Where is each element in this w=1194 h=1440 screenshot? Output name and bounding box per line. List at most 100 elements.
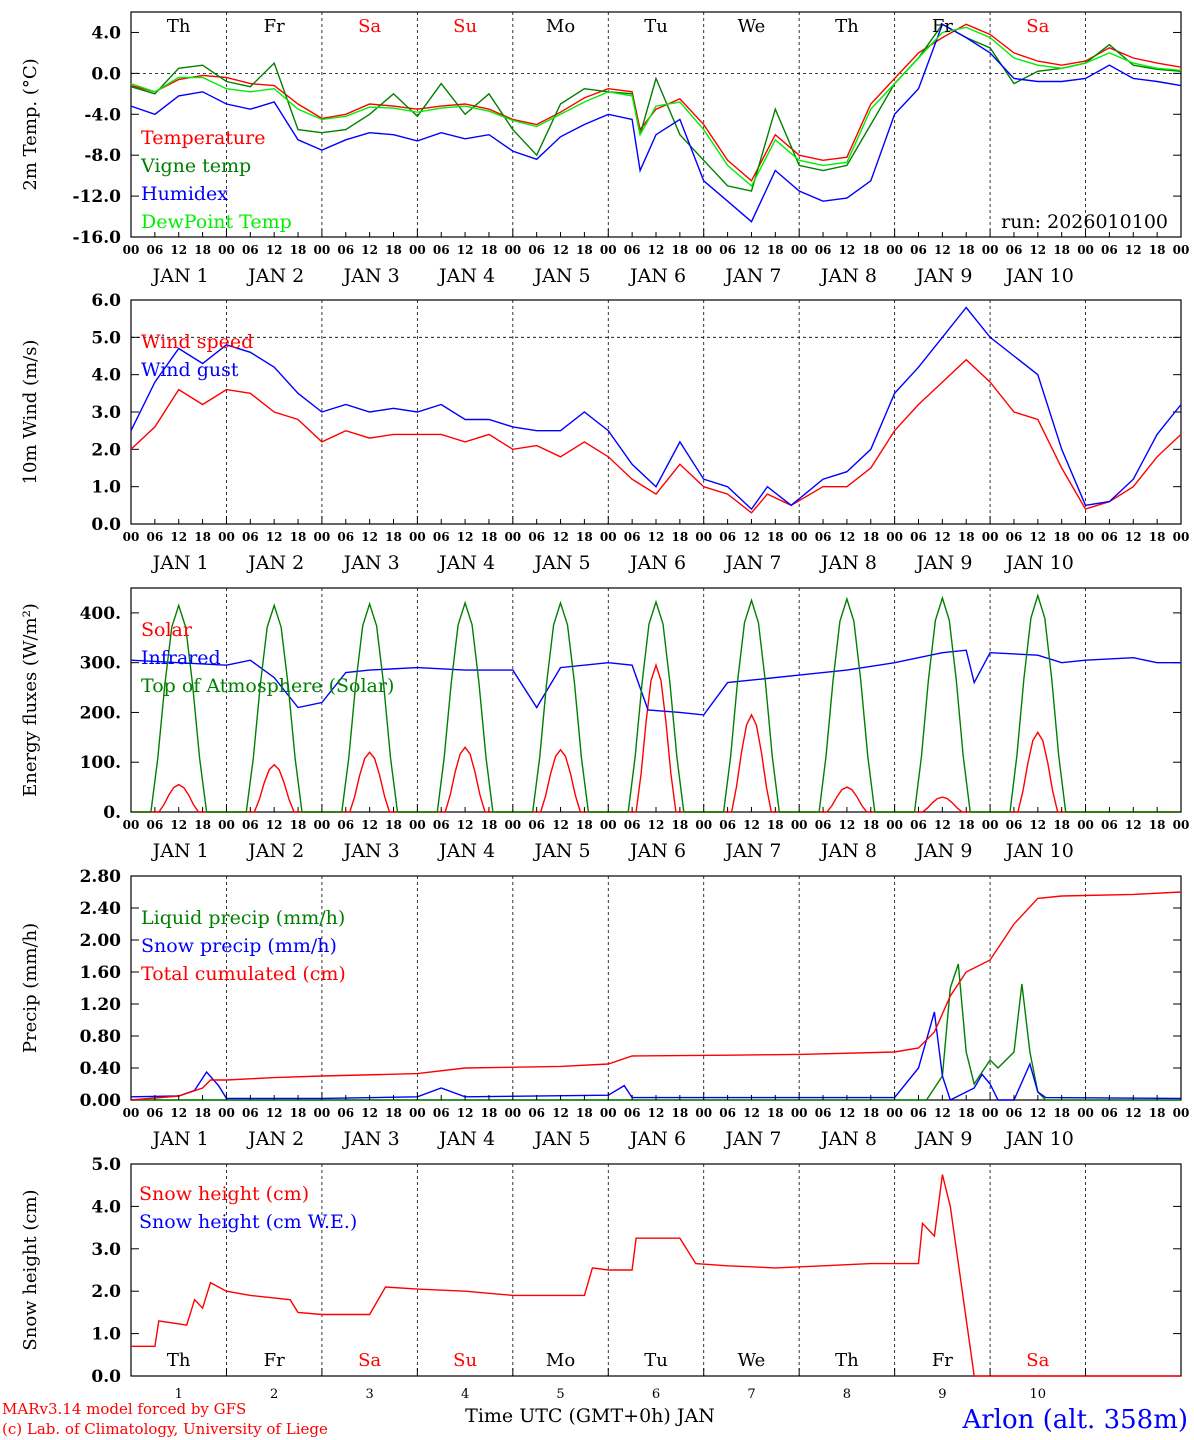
hour-tick-label: 12 [266,530,283,544]
y-tick-label: 1.0 [91,1325,121,1345]
date-label: JAN 4 [437,840,495,862]
hour-tick-label: 18 [1053,1106,1070,1120]
day-name-label: Mo [546,1350,575,1371]
date-label: JAN 1 [151,552,209,574]
date-label: JAN 3 [342,840,400,862]
y-tick-label: -12.0 [73,187,122,207]
hour-tick-label: 00 [791,530,808,544]
legend-entry: Liquid precip (mm/h) [141,907,345,929]
hour-tick-label: 00 [314,243,331,257]
hour-tick-label: 12 [266,243,283,257]
hour-tick-label: 00 [504,818,521,832]
hour-tick-label: 18 [576,818,593,832]
hour-tick-label: 06 [1101,818,1118,832]
hour-tick-label: 06 [719,530,736,544]
day-name-label: Fr [264,1350,285,1371]
bottom-day-number: 9 [938,1387,946,1402]
hour-tick-label: 06 [1101,1106,1118,1120]
y-tick-label: 400. [80,604,121,624]
y-tick-label: 0. [103,803,121,823]
day-name-label: Sa [358,16,381,37]
hour-tick-label: 18 [576,243,593,257]
hour-tick-label: 00 [600,818,617,832]
y-tick-label: 5.0 [91,328,121,348]
hour-tick-label: 06 [910,243,927,257]
hour-tick-label: 00 [695,243,712,257]
date-label: JAN 8 [819,265,877,287]
y-tick-label: 3.0 [91,403,121,423]
hour-tick-label: 06 [624,1106,641,1120]
hour-tick-label: 06 [433,530,450,544]
bottom-day-number: 10 [1030,1387,1047,1402]
hour-tick-label: 12 [457,243,474,257]
hour-tick-label: 12 [361,243,378,257]
hour-tick-label: 06 [1006,1106,1023,1120]
date-label: JAN 5 [532,840,590,862]
date-label: JAN 10 [1004,1128,1074,1150]
hour-tick-label: 18 [290,243,307,257]
series-line-vigne-temp [130,23,1182,192]
hour-tick-label: 06 [1006,243,1023,257]
hour-tick-label: 00 [314,1106,331,1120]
legend-entry: Total cumulated (cm) [141,963,346,985]
hour-tick-label: 12 [648,818,665,832]
y-tick-label: 300. [80,654,121,674]
hour-tick-label: 12 [1029,818,1046,832]
hour-tick-label: 12 [457,818,474,832]
hour-tick-label: 00 [1173,243,1190,257]
hour-tick-label: 00 [314,818,331,832]
hour-tick-label: 18 [290,818,307,832]
model-credit: MARv3.14 model forced by GFS [2,1400,246,1418]
hour-tick-label: 00 [218,243,235,257]
hour-tick-label: 12 [648,1106,665,1120]
hour-tick-label: 18 [481,1106,498,1120]
y-tick-label: 5.0 [91,1155,121,1175]
y-tick-label: 4.0 [91,1197,121,1217]
legend-entry: Wind gust [141,359,239,381]
hour-tick-label: 06 [910,530,927,544]
hour-tick-label: 00 [409,818,426,832]
date-label: JAN 5 [532,1128,590,1150]
day-name-label: Th [835,1350,859,1371]
hour-tick-label: 00 [886,530,903,544]
y-tick-label: 0.0 [91,1367,121,1387]
hour-tick-label: 12 [839,530,856,544]
y-tick-label: 2.0 [91,1282,121,1302]
date-label: JAN 2 [246,552,304,574]
hour-tick-label: 06 [528,243,545,257]
hour-tick-label: 06 [719,818,736,832]
series-line-wind-speed [130,358,1182,514]
date-label: JAN 3 [342,552,400,574]
hour-tick-label: 00 [504,243,521,257]
hour-tick-label: 00 [600,243,617,257]
hour-tick-label: 12 [1029,530,1046,544]
hour-tick-label: 18 [862,530,879,544]
hour-tick-label: 12 [552,818,569,832]
hour-tick-label: 18 [672,530,689,544]
date-label: JAN 9 [914,840,972,862]
hour-tick-label: 06 [147,1106,164,1120]
day-name-label: Su [453,16,477,37]
hour-tick-label: 00 [982,243,999,257]
hour-tick-label: 00 [123,818,140,832]
hour-tick-label: 06 [815,818,832,832]
hour-tick-label: 00 [218,1106,235,1120]
copyright-credit: (c) Lab. of Climatology, University of L… [2,1420,328,1438]
hour-tick-label: 18 [958,243,975,257]
hour-tick-label: 12 [648,530,665,544]
date-label: JAN 6 [628,840,686,862]
hour-tick-label: 12 [266,1106,283,1120]
hour-tick-label: 00 [218,818,235,832]
date-label: JAN 6 [628,552,686,574]
series-line-infrared [130,649,1181,716]
day-name-label: Sa [358,1350,381,1371]
hour-tick-label: 12 [266,818,283,832]
y-tick-label: 3.0 [91,1240,121,1260]
hour-tick-label: 00 [314,530,331,544]
hour-tick-label: 06 [624,530,641,544]
day-name-label: Mo [546,16,575,37]
day-name-label: Th [835,16,859,37]
hour-tick-label: 12 [743,530,760,544]
y-tick-label: 0.00 [80,1091,122,1111]
hour-tick-label: 06 [1101,530,1118,544]
